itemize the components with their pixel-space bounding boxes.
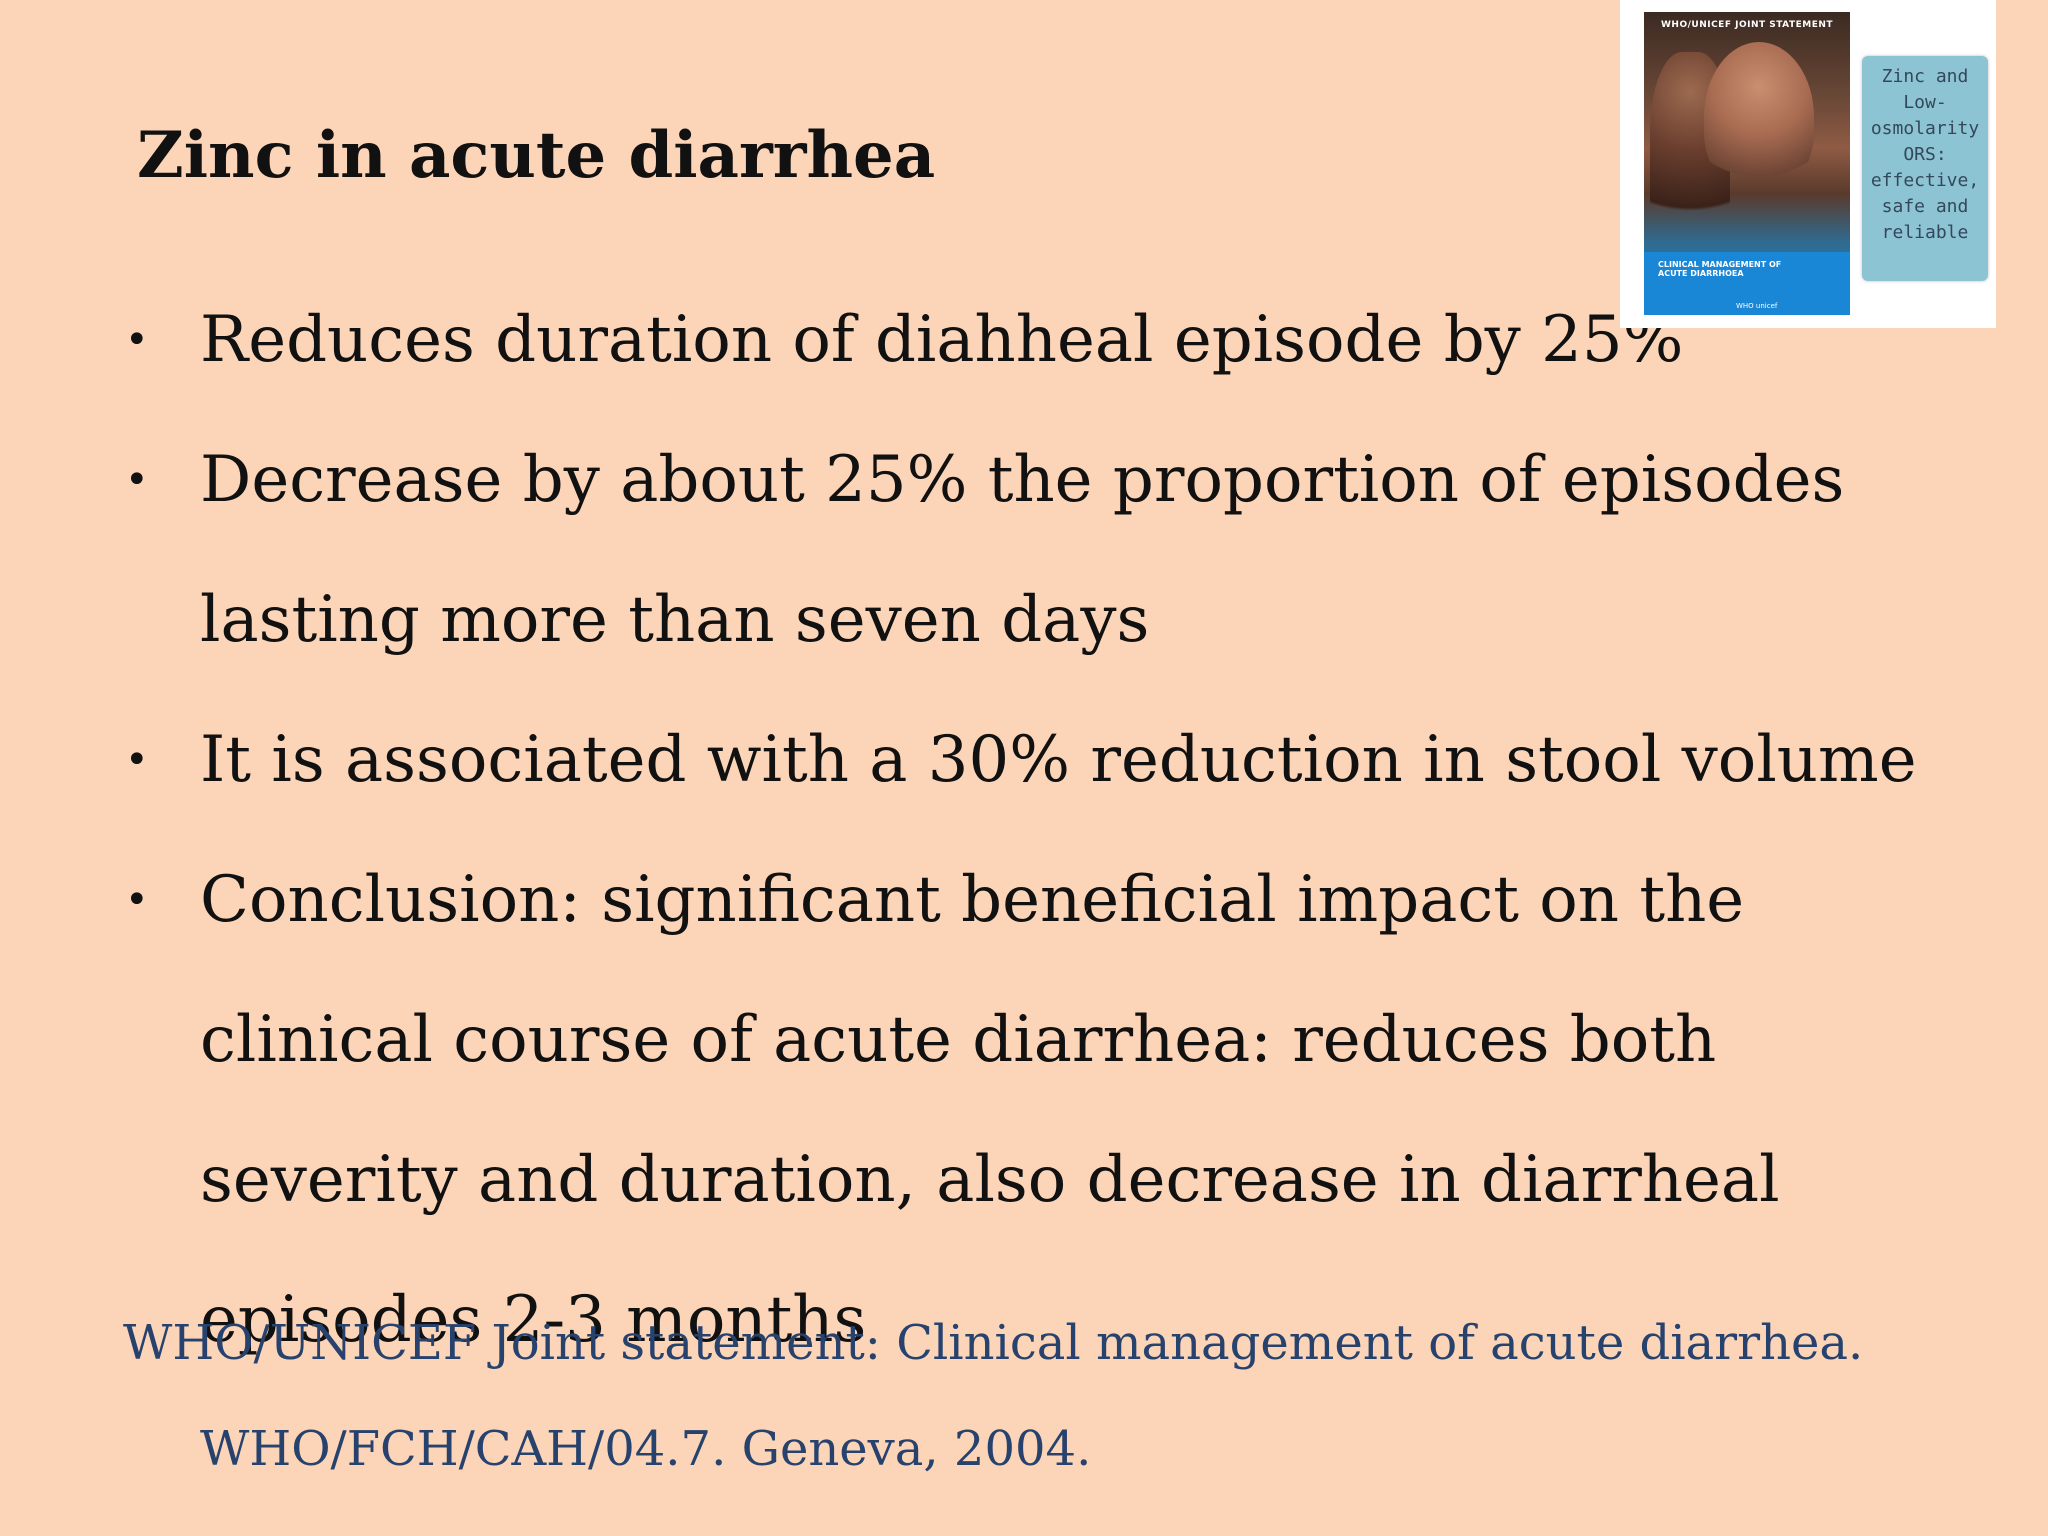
cover-note-box: Zinc and Low- osmolarity ORS: effective,… (1862, 56, 1988, 281)
bullet-item: • Reduces duration of diahheal episode b… (120, 270, 1920, 410)
cover-band (1644, 252, 1850, 315)
bullet-marker: • (125, 877, 149, 923)
reference-line-1: WHO/UNICEF Joint statement: Clinical man… (123, 1315, 1864, 1371)
bullet-marker: • (125, 317, 149, 363)
reference-line-2: WHO/FCH/CAH/04.7. Geneva, 2004. (200, 1421, 1092, 1477)
bullet-item: • Decrease by about 25% the proportion o… (120, 410, 1920, 690)
bullet-text: It is associated with a 30% reduction in… (200, 723, 1917, 797)
reference-citation: WHO/UNICEF Joint statement: Clinical man… (123, 1290, 1903, 1502)
bullet-item: • Conclusion: significant beneficial imp… (120, 830, 1920, 1390)
cover-subtitle: CLINICAL MANAGEMENT OF ACUTE DIARRHOEA (1658, 260, 1782, 279)
bullet-text: Reduces duration of diahheal episode by … (200, 303, 1684, 377)
bullet-text: Conclusion: significant beneficial impac… (200, 863, 1780, 1357)
slide-title: Zinc in acute diarrhea (137, 118, 936, 193)
bullet-marker: • (125, 457, 149, 503)
bullet-marker: • (125, 737, 149, 783)
bullet-text: Decrease by about 25% the proportion of … (200, 443, 1845, 657)
cover-header: WHO/UNICEF JOINT STATEMENT (1660, 20, 1834, 30)
bullet-list: • Reduces duration of diahheal episode b… (120, 270, 1920, 1390)
bullet-item: • It is associated with a 30% reduction … (120, 690, 1920, 830)
cover-note-text: Zinc and Low- osmolarity ORS: effective,… (1870, 66, 1980, 243)
cover-logos: WHO unicef (1736, 302, 1778, 310)
cover-book: WHO/UNICEF JOINT STATEMENT CLINICAL MANA… (1644, 12, 1850, 315)
cover-photo-child (1704, 42, 1814, 192)
document-cover-image: WHO/UNICEF JOINT STATEMENT CLINICAL MANA… (1620, 0, 1996, 328)
